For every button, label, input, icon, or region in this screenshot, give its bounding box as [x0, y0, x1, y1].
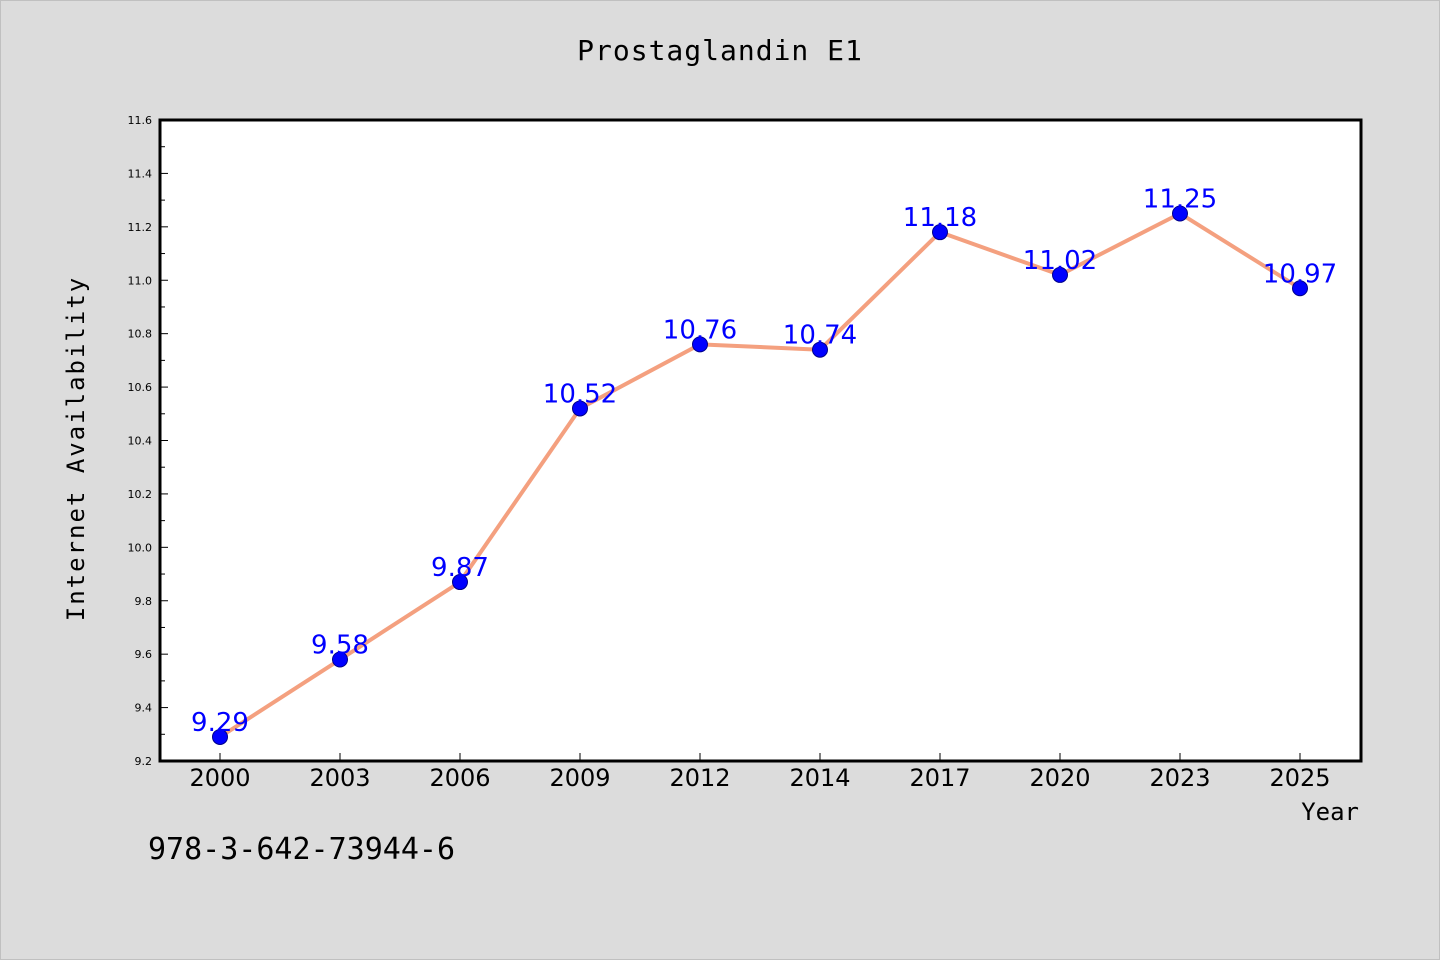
- data-label: 11.02: [1023, 246, 1097, 276]
- data-point: [452, 574, 468, 591]
- data-label: 10.76: [663, 315, 737, 345]
- x-tick-label: 2003: [309, 764, 370, 792]
- data-point: [1052, 266, 1068, 283]
- y-tick-label: 9.4: [135, 702, 153, 715]
- plot-border: [158, 118, 1363, 763]
- x-axis: 2000 2003 2006 2009 2012 2014 2017 2020 2023 2025: [189, 753, 1331, 792]
- y-axis: 9.2 9.4 9.6 9.8 10.0 10.2 10.4 10.6 10.8 11.0 11.2…: [128, 114, 168, 768]
- y-tick-label: 10.8: [128, 328, 153, 341]
- y-tick-label: 9.8: [135, 595, 153, 608]
- data-label: 10.97: [1263, 259, 1337, 289]
- data-label: 9.29: [191, 708, 249, 738]
- y-tick-label: 10.2: [128, 488, 153, 501]
- x-tick-label: 2023: [1149, 764, 1210, 792]
- y-tick-label: 9.6: [135, 648, 153, 661]
- x-axis-label: Year: [1301, 798, 1359, 826]
- data-point: [812, 341, 828, 358]
- x-tick-label: 2012: [669, 764, 730, 792]
- chart-title: Prostaglandin E1: [577, 34, 863, 67]
- data-point: [1172, 205, 1188, 222]
- x-tick-label: 2014: [789, 764, 850, 792]
- data-label: 9.87: [431, 553, 489, 583]
- x-tick-label: 2009: [549, 764, 610, 792]
- y-tick-label: 11.0: [128, 274, 153, 287]
- y-axis-label: Internet Availability: [62, 276, 90, 621]
- y-tick-label: 10.0: [128, 541, 153, 554]
- x-tick-label: 2006: [429, 764, 490, 792]
- x-tick-label: 2025: [1269, 764, 1330, 792]
- data-labels: 9.29 9.58 9.87 10.52 10.76 10.74 11.18 11.02 11.…: [191, 184, 1337, 737]
- y-tick-label: 9.2: [135, 755, 153, 768]
- data-label: 9.58: [311, 631, 369, 661]
- data-point: [1292, 280, 1308, 297]
- data-point: [212, 728, 228, 745]
- data-label: 10.52: [543, 379, 617, 409]
- x-tick-label: 2000: [189, 764, 250, 792]
- series-line: [218, 211, 1302, 739]
- x-tick-label: 2020: [1029, 764, 1090, 792]
- data-point: [572, 400, 588, 417]
- data-point: [692, 336, 708, 353]
- y-tick-label: 11.6: [128, 114, 153, 127]
- isbn-caption: 978-3-642-73944-6: [148, 832, 456, 867]
- data-label: 11.25: [1143, 184, 1217, 214]
- data-point: [932, 224, 948, 241]
- series-1: [212, 205, 1308, 745]
- y-tick-label: 10.6: [128, 381, 153, 394]
- plot-area: [160, 120, 1361, 761]
- data-label: 11.18: [903, 203, 977, 233]
- x-tick-label: 2017: [909, 764, 970, 792]
- data-point: [332, 651, 348, 668]
- y-tick-label: 10.4: [128, 435, 153, 448]
- y-tick-label: 11.4: [128, 167, 153, 180]
- y-tick-label: 11.2: [128, 221, 153, 234]
- data-label: 10.74: [783, 321, 857, 351]
